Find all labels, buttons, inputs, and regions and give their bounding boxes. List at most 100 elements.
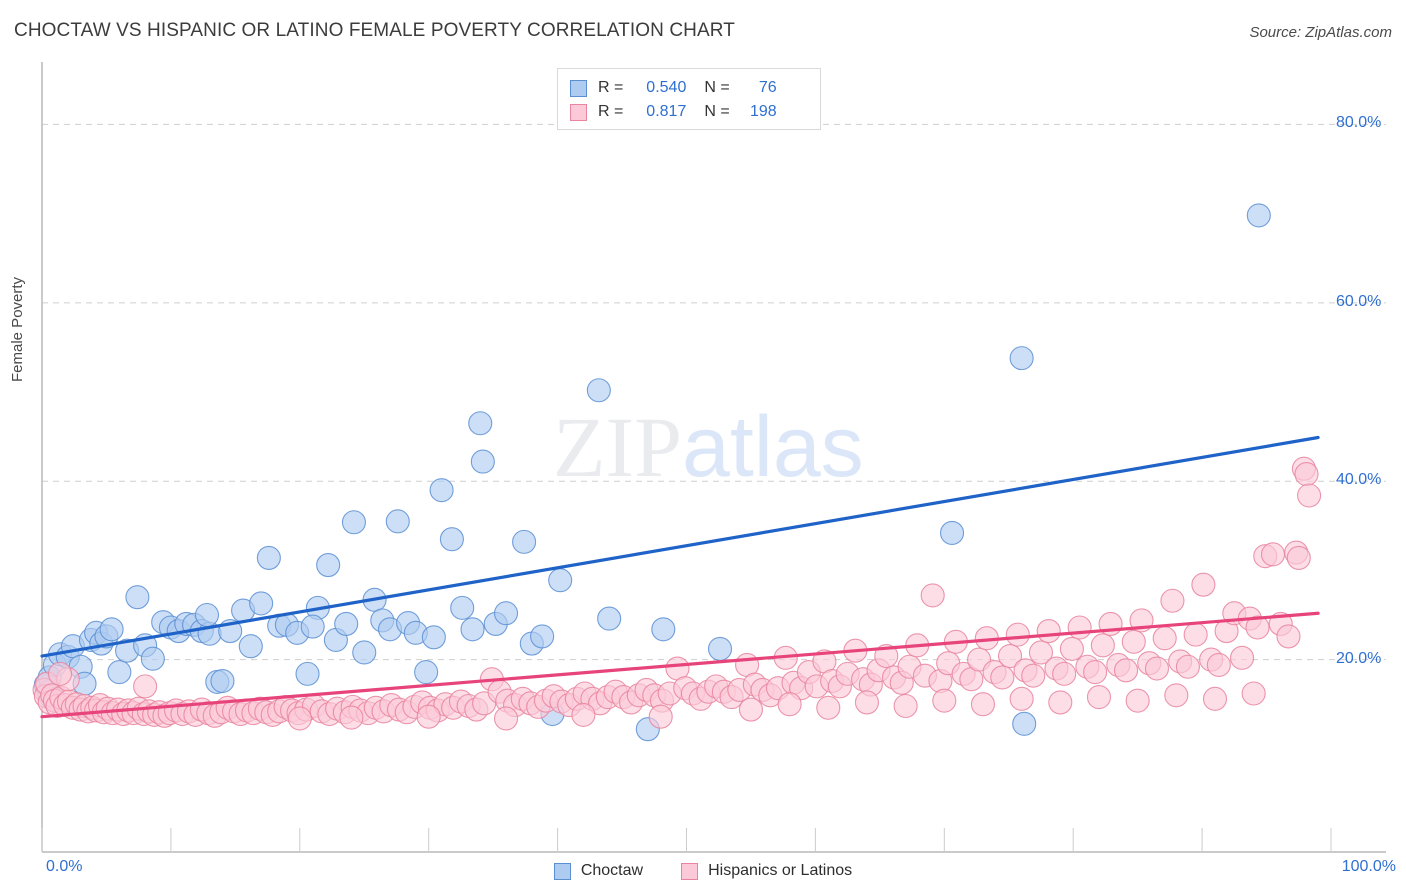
scatter-point	[99, 617, 124, 642]
n-label-choctaw: N =	[704, 79, 730, 96]
legend-label-hispanic: Hispanics or Latinos	[708, 862, 853, 879]
scatter-point	[1246, 203, 1271, 228]
scatter-point	[414, 660, 439, 685]
r-value-choctaw: 0.540	[646, 79, 687, 96]
source-attribution: Source: ZipAtlas.com	[1249, 24, 1392, 41]
scatter-point	[1113, 658, 1139, 683]
scatter-point	[990, 665, 1015, 690]
x-tick-label-min: 0.0%	[46, 858, 83, 875]
scatter-point	[738, 697, 764, 722]
scatter-point	[1009, 346, 1034, 371]
y-tick-label-20: 20.0%	[1336, 649, 1382, 667]
legend-item-choctaw[interactable]: Choctaw	[553, 862, 644, 880]
scatter-point	[470, 449, 495, 474]
legend-swatch-choctaw-icon	[553, 862, 571, 880]
scatter-point	[429, 478, 454, 503]
scatter-point	[1245, 615, 1270, 640]
stats-row-hispanic: R = 0.817 N = 198	[570, 100, 810, 124]
scatter-point	[300, 614, 325, 639]
scatter-point	[339, 705, 364, 730]
scatter-point	[1191, 572, 1216, 597]
scatter-point	[1067, 615, 1092, 640]
scatter-point	[1083, 660, 1108, 685]
scatter-point	[1005, 622, 1030, 647]
scatter-point	[1090, 633, 1115, 658]
scatter-point	[651, 617, 676, 642]
scatter-point	[1297, 483, 1322, 508]
x-tick-label-max: 100.0%	[1341, 858, 1396, 875]
scatter-point	[1206, 652, 1231, 678]
scatter-point	[571, 702, 596, 727]
scatter-point	[210, 668, 235, 694]
scatter-point	[385, 509, 410, 534]
scatter-point	[597, 606, 622, 631]
scatter-point	[1036, 619, 1061, 644]
scatter-point	[777, 692, 802, 717]
scatter-point	[1175, 654, 1200, 679]
scatter-point	[316, 553, 341, 578]
scatter-point	[648, 704, 673, 729]
y-tick-label-40: 40.0%	[1336, 471, 1382, 489]
scatter-point	[920, 583, 945, 608]
scatter-point	[1121, 629, 1146, 654]
scatter-point	[1202, 686, 1228, 711]
n-value-choctaw: 76	[758, 79, 777, 96]
scatter-point	[238, 634, 263, 659]
scatter-point	[1059, 636, 1084, 661]
trendline-choctaw	[40, 435, 1320, 658]
page-title: CHOCTAW VS HISPANIC OR LATINO FEMALE POV…	[14, 20, 735, 41]
r-value-hispanic: 0.817	[646, 103, 687, 120]
scatter-point	[450, 595, 475, 620]
scatter-point	[439, 527, 464, 552]
scatter-point	[468, 411, 493, 436]
scatter-point	[1241, 681, 1266, 706]
scatter-point	[421, 625, 446, 650]
r-label-hispanic: R =	[598, 103, 624, 120]
scatter-point	[107, 660, 132, 685]
scatter-point	[512, 529, 537, 554]
scatter-point	[287, 706, 312, 731]
y-tick-label-60: 60.0%	[1336, 292, 1382, 310]
scatter-point	[1183, 622, 1208, 647]
legend-item-hispanic[interactable]: Hispanics or Latinos	[681, 862, 852, 880]
scatter-point	[1160, 588, 1185, 613]
scatter-point	[295, 661, 320, 686]
scatter-point	[1028, 640, 1054, 665]
scatter-point	[893, 693, 918, 719]
scatter-point	[256, 545, 281, 570]
legend-swatch-hispanic-icon	[681, 862, 699, 880]
scatter-point	[1164, 683, 1189, 708]
scatter-point	[460, 617, 485, 642]
series-legend: Choctaw Hispanics or Latinos	[0, 862, 1406, 880]
scatter-point	[707, 636, 733, 661]
stats-row-choctaw: R = 0.540 N = 76	[570, 76, 810, 100]
scatter-point	[416, 704, 441, 729]
scatter-point	[1048, 690, 1073, 715]
scatter-point	[1276, 624, 1301, 649]
scatter-point	[1021, 663, 1046, 688]
scatter-point	[548, 568, 573, 593]
legend-label-choctaw: Choctaw	[580, 862, 644, 879]
scatter-point	[939, 520, 965, 546]
scatter-point	[1260, 542, 1286, 567]
scatter-point	[997, 643, 1023, 669]
n-value-hispanic: 198	[749, 103, 777, 120]
scatter-point	[1012, 711, 1037, 736]
scatter-point	[1052, 661, 1077, 686]
scatter-point	[1286, 545, 1311, 570]
scatter-point	[1125, 688, 1150, 713]
scatter-point	[1086, 685, 1112, 710]
scatter-point	[1009, 686, 1034, 711]
y-tick-label-80: 80.0%	[1336, 114, 1382, 132]
n-label-hispanic: N =	[704, 103, 730, 120]
scatter-point	[194, 602, 220, 628]
scatter-point	[352, 640, 377, 665]
scatter-point	[125, 585, 150, 610]
scatter-series-hispanics-or-latinos	[32, 456, 1322, 731]
scatter-point	[816, 695, 841, 720]
scatter-point	[133, 674, 158, 699]
swatch-hispanic-icon	[570, 103, 587, 121]
scatter-point	[140, 646, 165, 671]
